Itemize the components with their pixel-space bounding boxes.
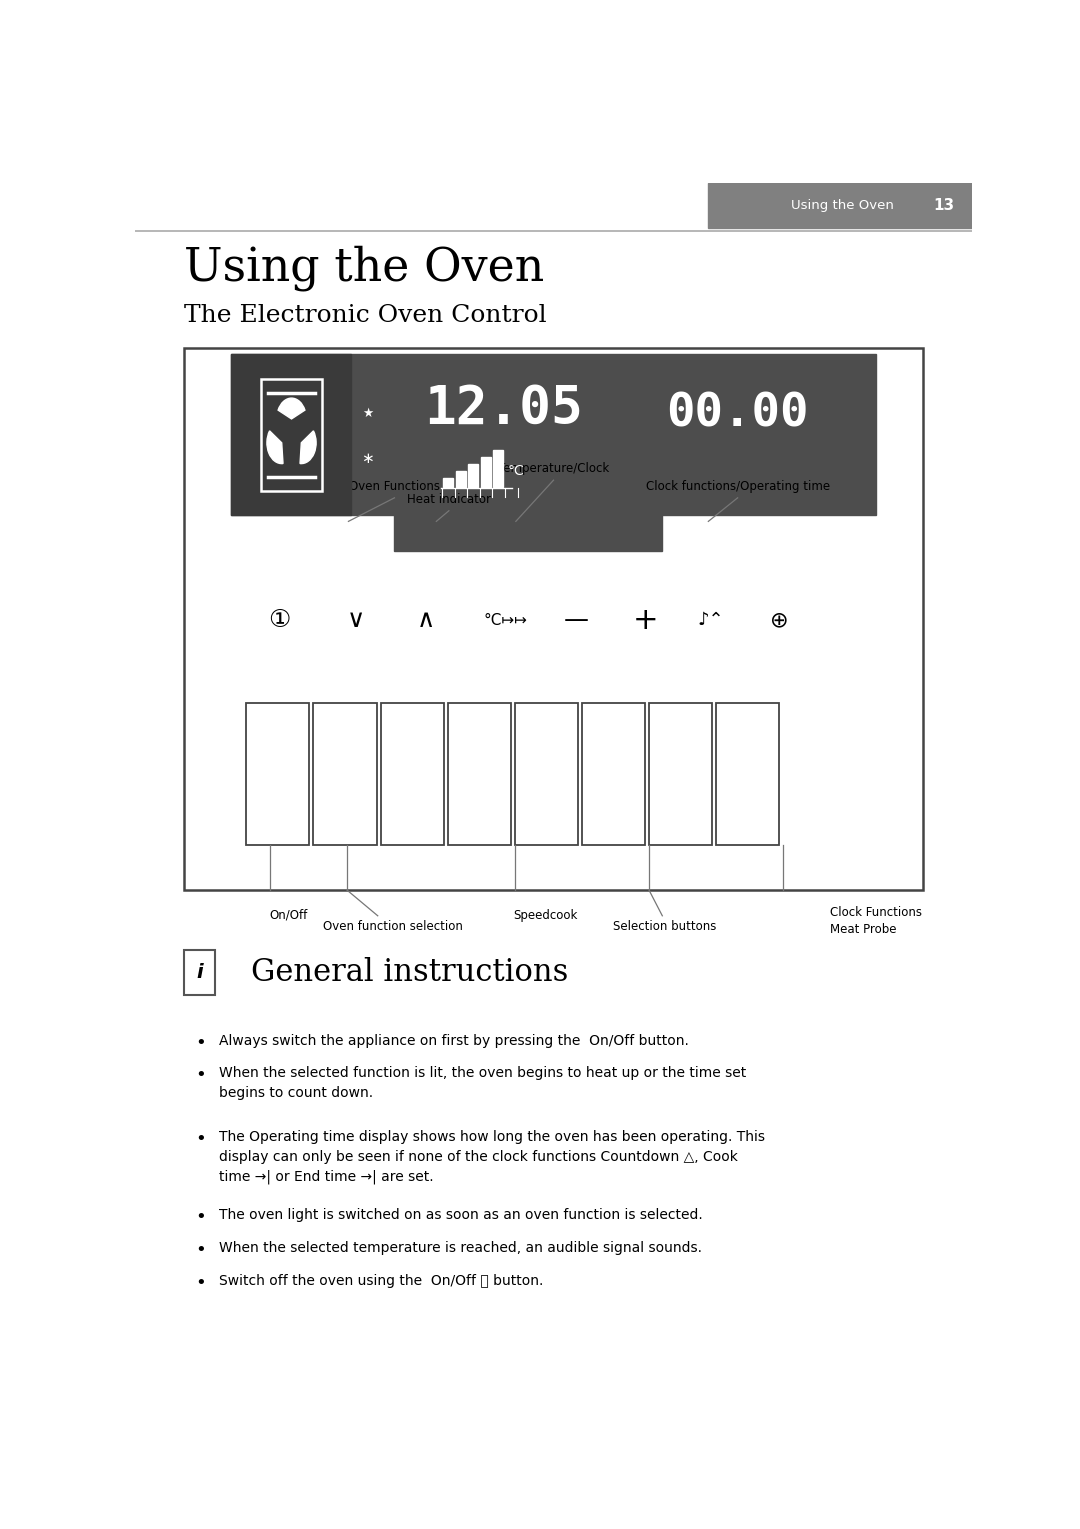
Text: Selection buttons: Selection buttons [613,920,716,934]
Text: Speedcook: Speedcook [513,908,578,922]
Bar [394,515,662,550]
Text: 00.00: 00.00 [666,391,809,436]
Text: Clock functions/Operating time: Clock functions/Operating time [646,480,829,494]
Text: ∨: ∨ [347,609,365,633]
Text: Oven Functions: Oven Functions [349,480,440,494]
Bar [184,349,923,890]
Text: Always switch the appliance on first by pressing the  On/Off button.: Always switch the appliance on first by … [218,1034,689,1047]
Text: When the selected function is lit, the oven begins to heat up or the time set
be: When the selected function is lit, the o… [218,1067,746,1099]
Bar [231,355,351,515]
Bar [481,457,490,488]
Text: ♪⌃: ♪⌃ [698,612,725,630]
Text: •: • [194,1067,205,1084]
Text: i: i [197,963,203,982]
Bar [468,463,478,488]
Text: ★: ★ [362,407,374,420]
Text: ∧: ∧ [417,609,435,633]
Text: The Operating time display shows how long the oven has been operating. This
disp: The Operating time display shows how lon… [218,1130,765,1183]
Bar [448,703,511,846]
Text: Clock Functions: Clock Functions [829,907,921,919]
Text: •: • [194,1274,205,1292]
Wedge shape [300,431,316,463]
Bar [261,379,322,491]
Bar [515,703,578,846]
Text: General instructions: General instructions [251,957,568,988]
Text: ⊕: ⊕ [770,610,788,630]
Bar [381,703,444,846]
Text: Heat indicator: Heat indicator [407,492,491,506]
Bar [443,477,454,488]
Text: °C↦↦: °C↦↦ [484,613,528,628]
Bar [456,471,465,488]
Bar [231,355,876,515]
Text: ①: ① [269,609,291,633]
Bar [184,950,215,995]
Wedge shape [279,398,305,419]
Text: Using the Oven: Using the Oven [791,199,894,213]
Text: On/Off: On/Off [269,908,308,922]
Bar [649,703,712,846]
Text: 13: 13 [933,199,954,214]
Text: •: • [194,1130,205,1148]
Bar [582,703,645,846]
Text: The oven light is switched on as soon as an oven function is selected.: The oven light is switched on as soon as… [218,1208,702,1222]
Wedge shape [267,431,283,463]
Bar [246,703,309,846]
Text: Switch off the oven using the  On/Off ⓘ button.: Switch off the oven using the On/Off ⓘ b… [218,1274,543,1287]
Text: •: • [194,1240,205,1258]
Text: °C: °C [508,463,524,477]
Bar [494,450,503,488]
Bar [708,183,972,228]
Text: Meat Probe: Meat Probe [829,924,896,936]
Bar [716,703,779,846]
Text: —: — [564,609,589,633]
Text: 12.05: 12.05 [424,382,582,434]
Text: ∗: ∗ [362,451,374,466]
Text: +: + [633,605,659,635]
Circle shape [286,428,297,442]
Text: Using the Oven: Using the Oven [184,245,544,291]
Text: Temperature/Clock: Temperature/Clock [498,462,609,476]
Text: •: • [194,1034,205,1052]
Text: Oven function selection: Oven function selection [323,920,462,934]
Bar [313,703,377,846]
Text: The Electronic Oven Control: The Electronic Oven Control [184,304,546,327]
Text: When the selected temperature is reached, an audible signal sounds.: When the selected temperature is reached… [218,1240,702,1255]
Text: •: • [194,1208,205,1226]
